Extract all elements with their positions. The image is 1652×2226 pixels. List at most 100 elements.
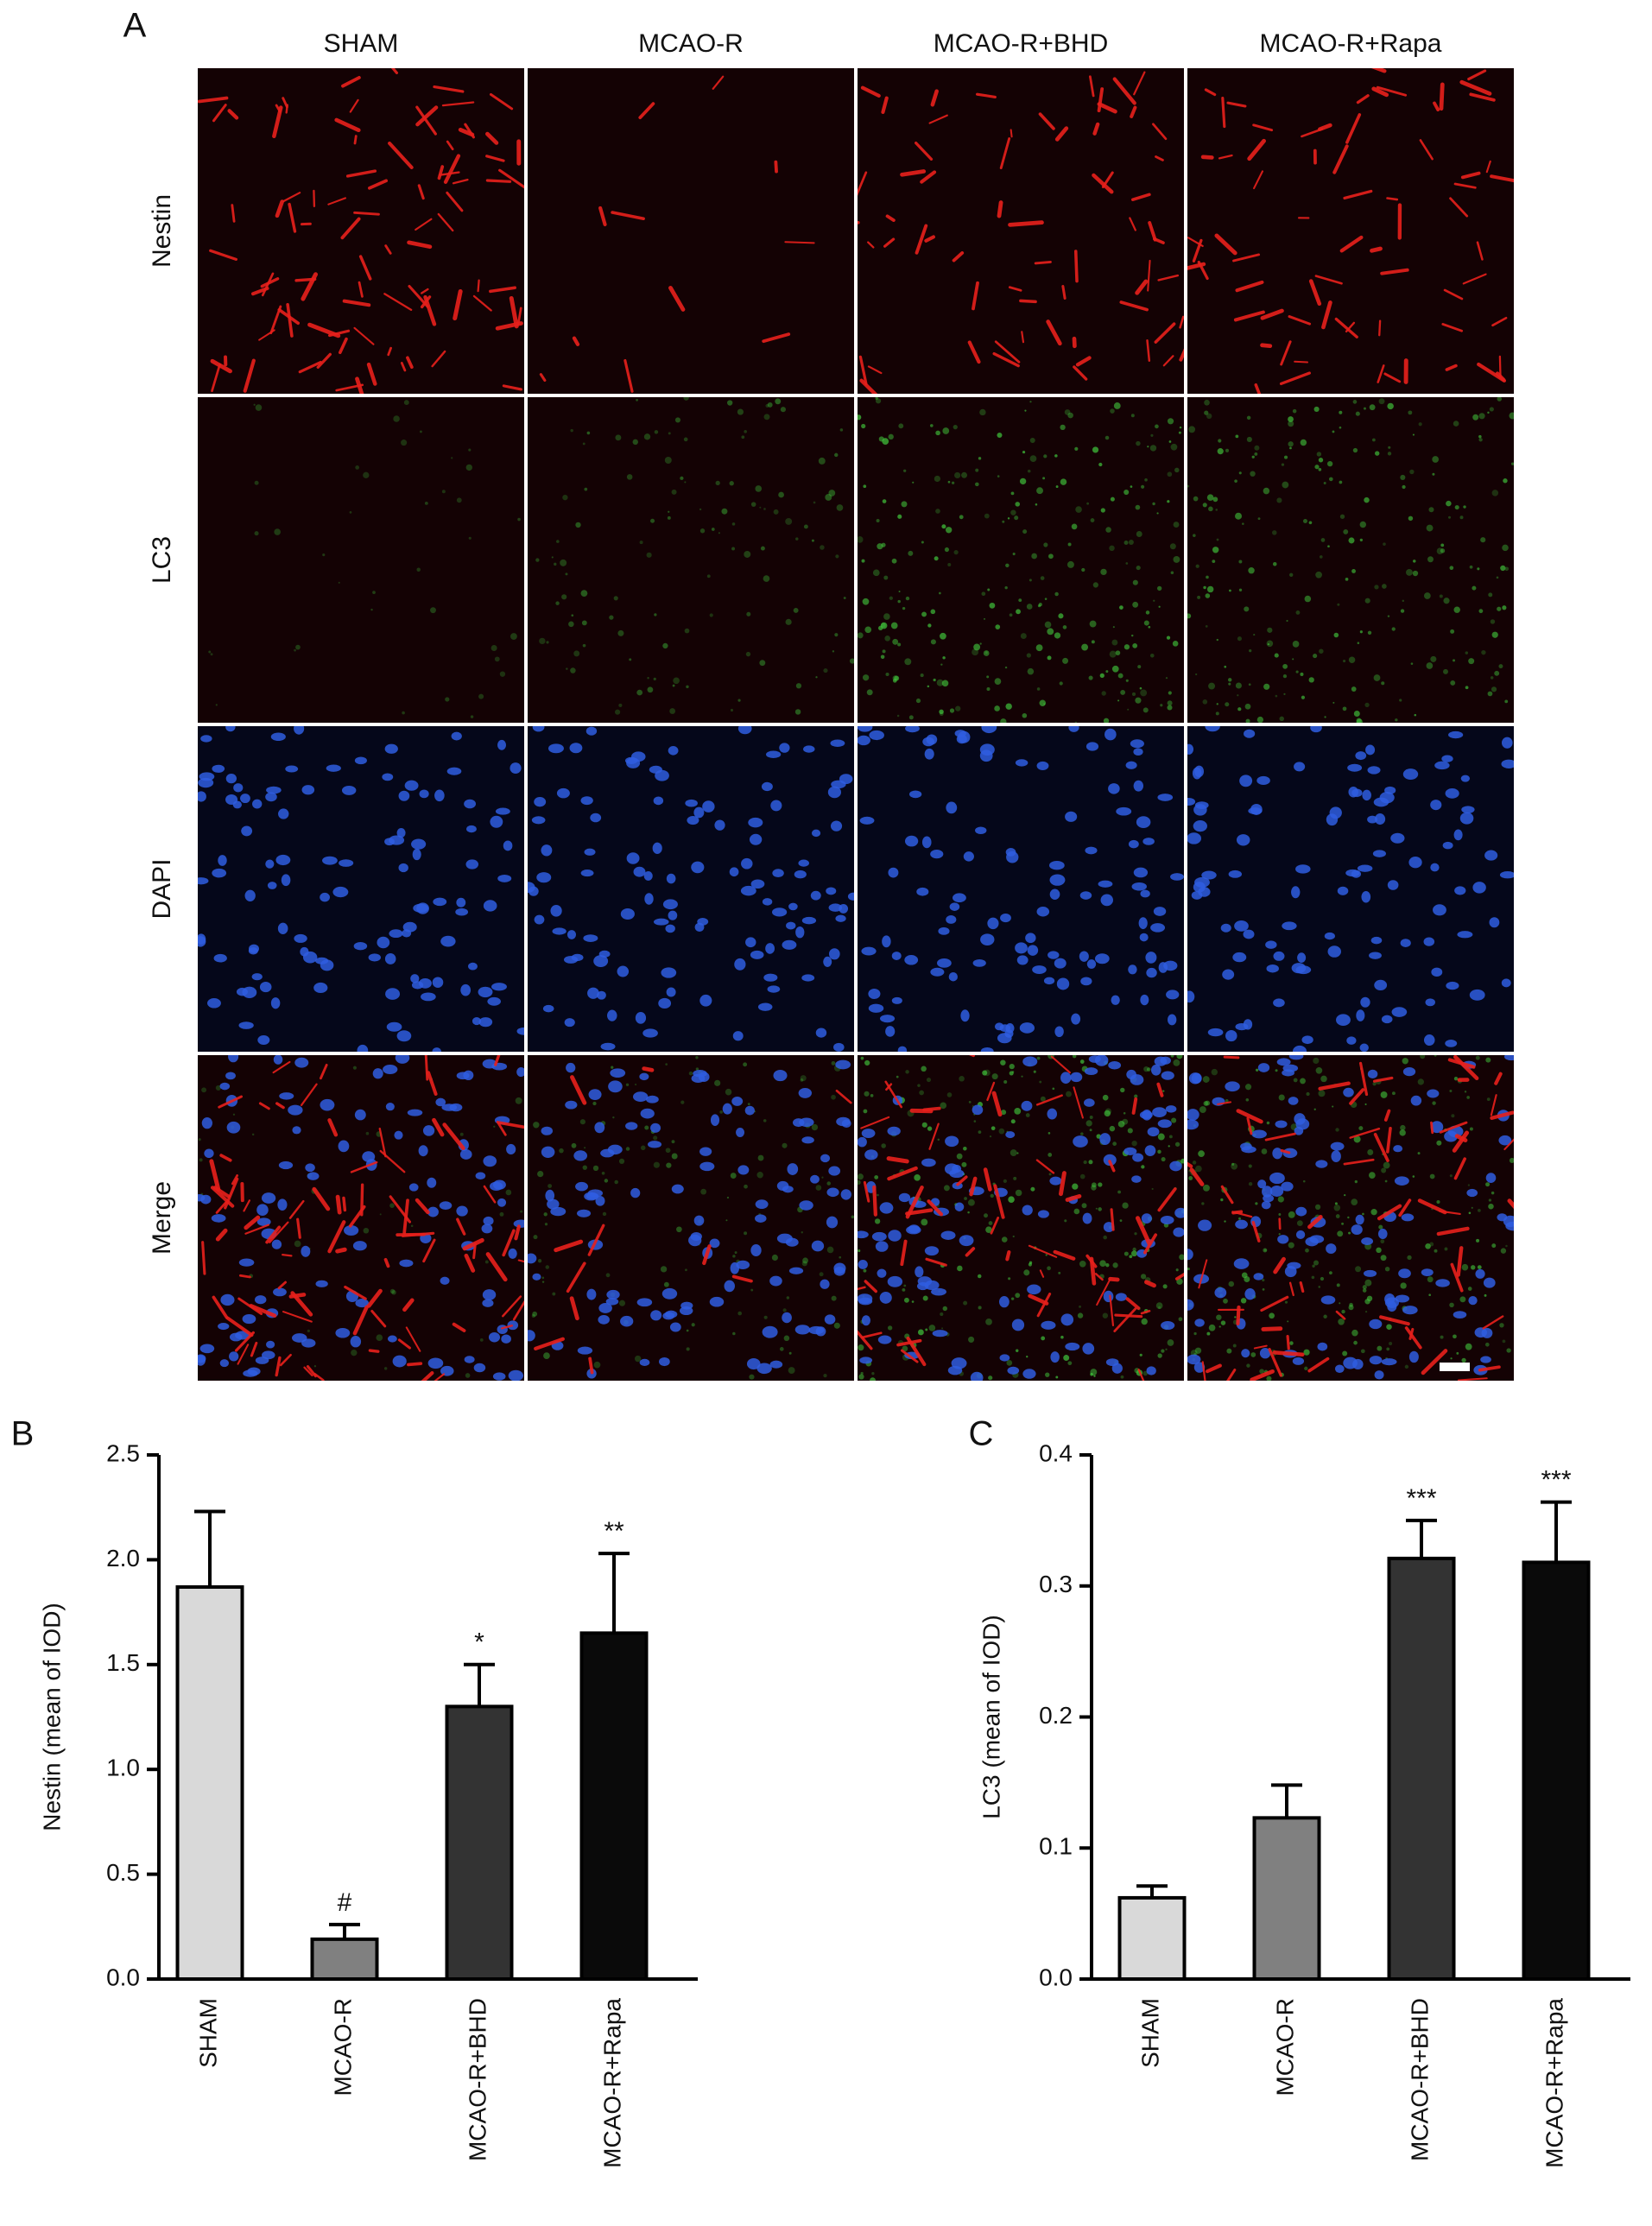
lc3-signal bbox=[662, 642, 668, 649]
lc3-signal bbox=[581, 620, 587, 626]
lc3-signal bbox=[1263, 1249, 1267, 1252]
dapi-nucleus bbox=[1099, 1133, 1111, 1146]
dapi-nucleus bbox=[242, 1313, 256, 1325]
dapi-nucleus bbox=[748, 817, 763, 828]
dapi-nucleus bbox=[432, 977, 444, 988]
micrograph-content bbox=[198, 1055, 524, 1381]
panel-label: B bbox=[11, 1415, 35, 1453]
lc3-signal bbox=[1166, 636, 1171, 640]
lc3-signal bbox=[1161, 1349, 1165, 1353]
lc3-signal bbox=[1074, 446, 1079, 451]
lc3-signal bbox=[650, 518, 655, 523]
nestin-fiber bbox=[1299, 1281, 1305, 1293]
lc3-signal bbox=[941, 1327, 944, 1330]
dapi-nucleus bbox=[1459, 812, 1474, 825]
lc3-signal bbox=[1417, 1152, 1421, 1155]
nestin-fiber bbox=[261, 272, 275, 297]
nestin-fiber bbox=[611, 211, 645, 220]
lc3-signal bbox=[1005, 563, 1010, 568]
dapi-nucleus bbox=[357, 1044, 369, 1052]
nestin-fiber bbox=[1096, 1279, 1111, 1306]
lc3-signal bbox=[782, 1142, 788, 1148]
lc3-signal bbox=[1120, 1375, 1124, 1379]
dapi-nucleus bbox=[322, 856, 338, 865]
dapi-nucleus bbox=[580, 796, 593, 806]
lc3-signal bbox=[1088, 1160, 1093, 1165]
nestin-fiber bbox=[209, 249, 237, 262]
lc3-signal bbox=[643, 433, 651, 440]
dapi-nucleus bbox=[1022, 1056, 1038, 1067]
column-header: MCAO-R+Rapa bbox=[1260, 29, 1442, 58]
lc3-signal bbox=[639, 541, 643, 545]
lc3-signal bbox=[1418, 422, 1422, 427]
nestin-fiber bbox=[1318, 123, 1332, 131]
lc3-signal bbox=[1300, 672, 1304, 676]
lc3-signal bbox=[1314, 1204, 1321, 1211]
dapi-nucleus bbox=[1139, 933, 1149, 942]
lc3-signal bbox=[759, 506, 762, 509]
nestin-fiber bbox=[434, 1373, 446, 1381]
lc3-signal bbox=[1257, 517, 1261, 521]
lc3-signal bbox=[668, 432, 671, 435]
dapi-nucleus bbox=[820, 1154, 831, 1163]
lc3-signal bbox=[671, 1140, 675, 1144]
dapi-nucleus bbox=[709, 1296, 725, 1307]
lc3-signal bbox=[1194, 1347, 1202, 1354]
lc3-signal bbox=[1450, 680, 1456, 686]
lc3-signal bbox=[1342, 1350, 1348, 1356]
nestin-fiber bbox=[1445, 364, 1458, 371]
lc3-signal bbox=[441, 490, 446, 494]
nestin-fiber bbox=[859, 378, 878, 394]
dapi-nucleus bbox=[1027, 945, 1039, 956]
lc3-signal bbox=[1478, 609, 1484, 614]
dapi-nucleus bbox=[288, 1104, 303, 1116]
dapi-nucleus bbox=[1132, 1153, 1144, 1162]
nestin-fiber bbox=[1419, 139, 1434, 161]
lc3-signal bbox=[653, 1135, 658, 1141]
dapi-nucleus bbox=[487, 996, 501, 1006]
lc3-signal bbox=[1245, 1098, 1250, 1102]
nestin-fiber bbox=[1214, 233, 1237, 256]
nestin-fiber bbox=[1349, 1127, 1381, 1139]
nestin-fiber bbox=[1092, 122, 1100, 136]
dapi-nucleus bbox=[528, 1253, 537, 1264]
lc3-signal bbox=[517, 517, 521, 522]
lc3-signal bbox=[592, 1101, 597, 1106]
lc3-signal bbox=[1035, 503, 1038, 506]
lc3-signal bbox=[741, 435, 745, 440]
dapi-nucleus bbox=[261, 1192, 276, 1204]
dapi-nucleus bbox=[970, 1371, 984, 1381]
lc3-signal bbox=[1251, 455, 1255, 458]
lc3-signal bbox=[959, 1075, 965, 1082]
lc3-signal bbox=[1469, 1127, 1473, 1131]
lc3-signal bbox=[1136, 440, 1141, 446]
lc3-signal bbox=[711, 528, 715, 531]
lc3-signal bbox=[1090, 1372, 1093, 1375]
dapi-nucleus bbox=[278, 808, 289, 819]
dapi-nucleus bbox=[1461, 806, 1475, 813]
dapi-nucleus bbox=[1355, 1214, 1364, 1225]
nestin-fiber bbox=[1383, 372, 1402, 383]
nestin-fiber bbox=[1021, 331, 1025, 344]
lc3-signal bbox=[295, 644, 301, 650]
nestin-fiber bbox=[485, 155, 505, 162]
dapi-nucleus bbox=[273, 1055, 283, 1065]
nestin-fiber bbox=[340, 217, 361, 240]
lc3-signal bbox=[921, 611, 927, 617]
lc3-signal bbox=[1348, 1305, 1354, 1311]
lc3-signal bbox=[1381, 681, 1385, 686]
nestin-fiber bbox=[406, 356, 414, 370]
lc3-signal bbox=[991, 1073, 998, 1080]
lc3-signal bbox=[1459, 515, 1464, 520]
lc3-signal bbox=[843, 597, 846, 600]
lc3-signal bbox=[1464, 1091, 1467, 1093]
dapi-nucleus bbox=[1367, 1069, 1378, 1079]
dapi-nucleus bbox=[200, 1194, 212, 1205]
significance-label: ** bbox=[604, 1517, 624, 1546]
nestin-fiber bbox=[1235, 280, 1264, 293]
nestin-fiber bbox=[327, 1118, 339, 1137]
nestin-fiber bbox=[1373, 1132, 1389, 1162]
dapi-nucleus bbox=[475, 1172, 486, 1179]
dapi-nucleus bbox=[897, 1046, 908, 1052]
lc3-signal bbox=[614, 709, 621, 715]
